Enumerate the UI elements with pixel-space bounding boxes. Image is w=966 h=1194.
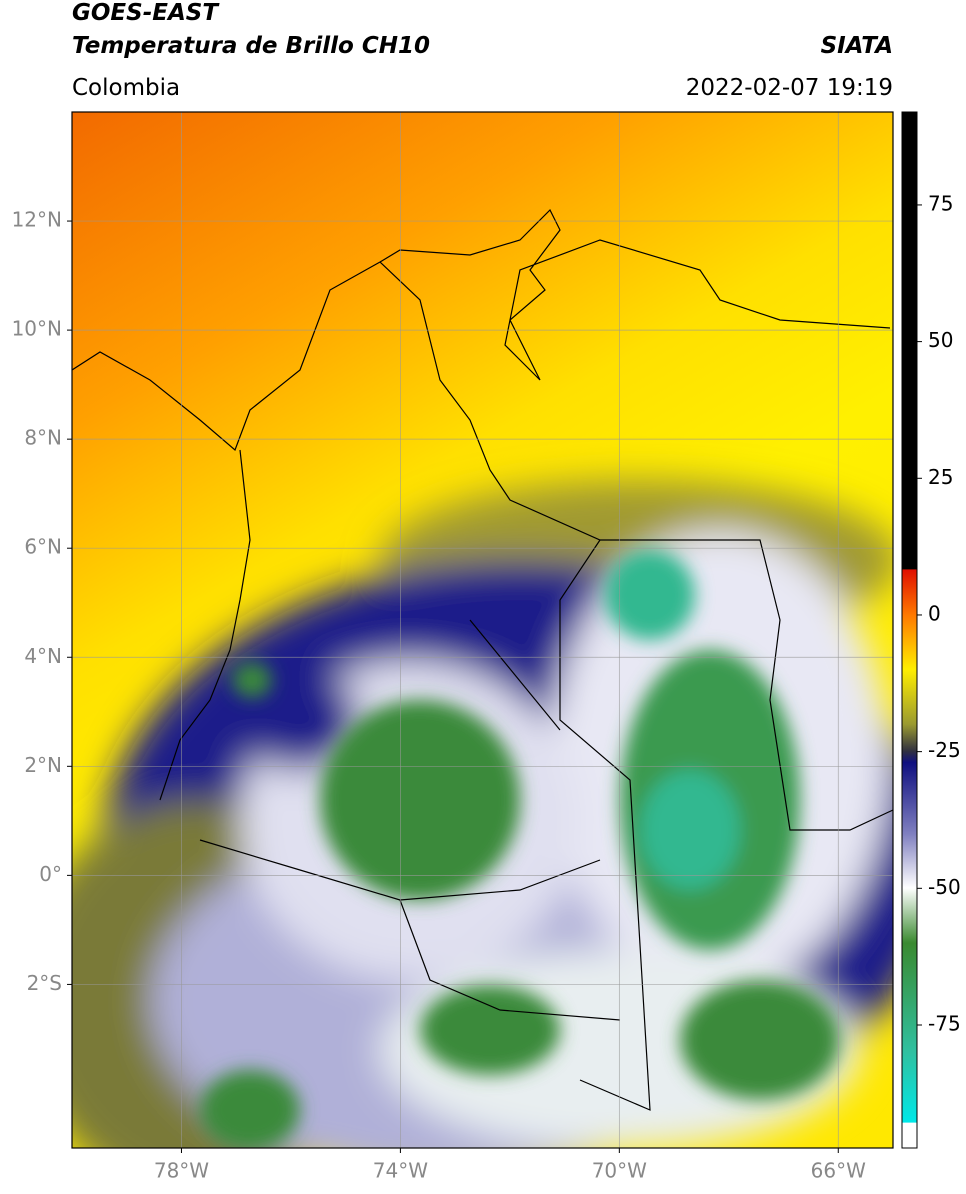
colorbar-tick-label: 25 bbox=[928, 465, 953, 489]
map-frame bbox=[71, 111, 894, 1149]
y-tick-label: 8°N bbox=[24, 426, 62, 450]
source: SIATA bbox=[821, 33, 893, 59]
colorbar bbox=[901, 111, 918, 1149]
x-tick-label: 66°W bbox=[811, 1159, 866, 1183]
colorbar-tick-label: 50 bbox=[928, 328, 953, 352]
y-tick-label: 0° bbox=[39, 862, 62, 886]
colorbar-tick-label: 75 bbox=[928, 191, 953, 215]
x-tick-label: 78°W bbox=[154, 1159, 209, 1183]
satellite-image bbox=[72, 112, 893, 1148]
x-tick-label: 74°W bbox=[373, 1159, 428, 1183]
timestamp: 2022-02-07 19:19 bbox=[686, 75, 893, 101]
y-tick-label: 2°S bbox=[27, 971, 62, 995]
colorbar-tick-label: -50 bbox=[928, 875, 961, 899]
subtitle: Temperatura de Brillo CH10 bbox=[72, 33, 430, 59]
y-tick-label: 12°N bbox=[12, 208, 62, 232]
colorbar-tick-label: -75 bbox=[928, 1011, 961, 1035]
x-tick-label: 70°W bbox=[592, 1159, 647, 1183]
y-tick-label: 6°N bbox=[24, 535, 62, 559]
region: Colombia bbox=[72, 75, 180, 101]
colorbar-tick-label: -25 bbox=[928, 738, 961, 762]
y-tick-label: 2°N bbox=[24, 753, 62, 777]
title: GOES-EAST bbox=[72, 0, 220, 26]
y-tick-label: 4°N bbox=[24, 644, 62, 668]
y-tick-label: 10°N bbox=[12, 317, 62, 341]
colorbar-tick-label: 0 bbox=[928, 601, 941, 625]
graticule bbox=[72, 112, 893, 1148]
